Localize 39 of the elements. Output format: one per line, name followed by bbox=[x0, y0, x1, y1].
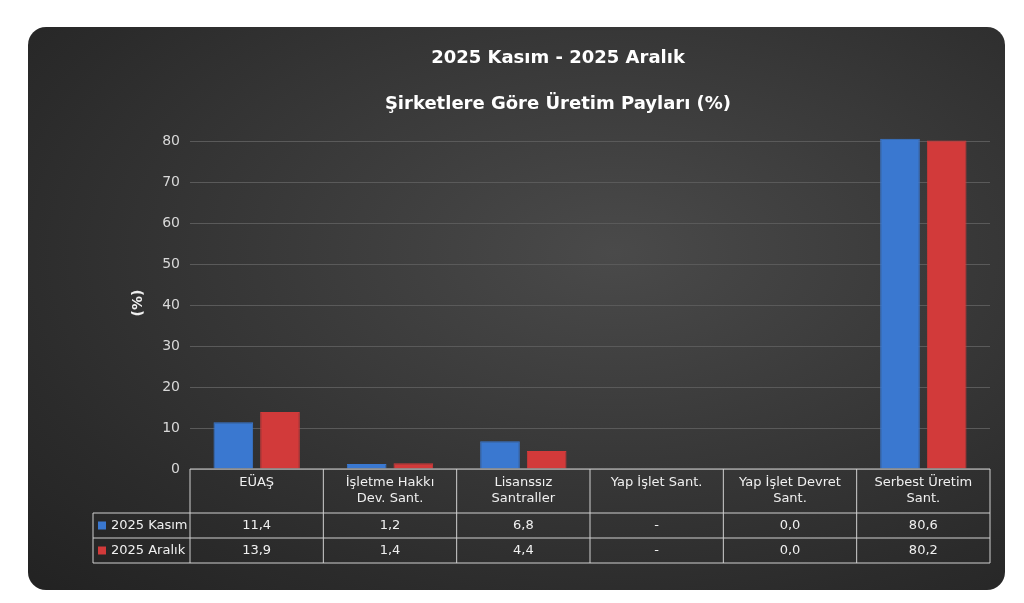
y-tick-label: 20 bbox=[162, 377, 180, 394]
bar bbox=[526, 450, 567, 469]
bar bbox=[213, 422, 254, 469]
bar bbox=[393, 463, 434, 469]
bar bbox=[880, 138, 920, 469]
x-tick-label: Yap İşlet Sant. bbox=[609, 474, 703, 490]
y-tick-label: 0 bbox=[171, 459, 180, 476]
y-tick-label: 80 bbox=[162, 131, 180, 148]
chart-title: 2025 Kasım - 2025 Aralık bbox=[431, 46, 686, 68]
data-label: 0,0 bbox=[779, 541, 801, 557]
data-label: 6,8 bbox=[512, 516, 534, 532]
data-label: 11,4 bbox=[242, 516, 272, 532]
data-label: 0,0 bbox=[779, 516, 801, 532]
legend-label: 2025 Kasım bbox=[111, 516, 188, 532]
x-tick-label: İşletme Hakkı Dev. Sant. bbox=[345, 474, 435, 505]
x-tick-label: Yap İşlet Devret Sant. bbox=[738, 474, 841, 505]
y-tick-label: 70 bbox=[162, 172, 180, 189]
data-label: 80,6 bbox=[908, 516, 938, 532]
y-tick-label: 50 bbox=[162, 254, 180, 271]
chart-subtitle: Şirketlere Göre Üretim Payları (%) bbox=[384, 92, 732, 114]
data-label: 1,4 bbox=[379, 541, 401, 557]
y-tick-label: 60 bbox=[162, 213, 180, 230]
data-label: 80,2 bbox=[908, 541, 938, 557]
bar bbox=[480, 441, 520, 469]
bar bbox=[926, 140, 967, 469]
y-tick-label: 30 bbox=[162, 336, 180, 353]
legend-label: 2025 Aralık bbox=[111, 541, 186, 557]
bar bbox=[260, 412, 300, 469]
x-tick-label: Serbest Üretim Sant. bbox=[874, 473, 973, 505]
x-tick-label: Lisanssız Santraller bbox=[491, 474, 556, 505]
text: - bbox=[654, 541, 660, 557]
y-tick-label: 10 bbox=[162, 418, 180, 435]
x-tick-label: EÜAŞ bbox=[239, 473, 275, 490]
data-label: 13,9 bbox=[242, 541, 272, 557]
text: - bbox=[654, 516, 660, 532]
data-label: 4,4 bbox=[512, 541, 534, 557]
data-label: 1,2 bbox=[379, 516, 401, 532]
y-tick-label: 40 bbox=[162, 295, 180, 312]
y-axis-title: (%) bbox=[129, 289, 146, 317]
